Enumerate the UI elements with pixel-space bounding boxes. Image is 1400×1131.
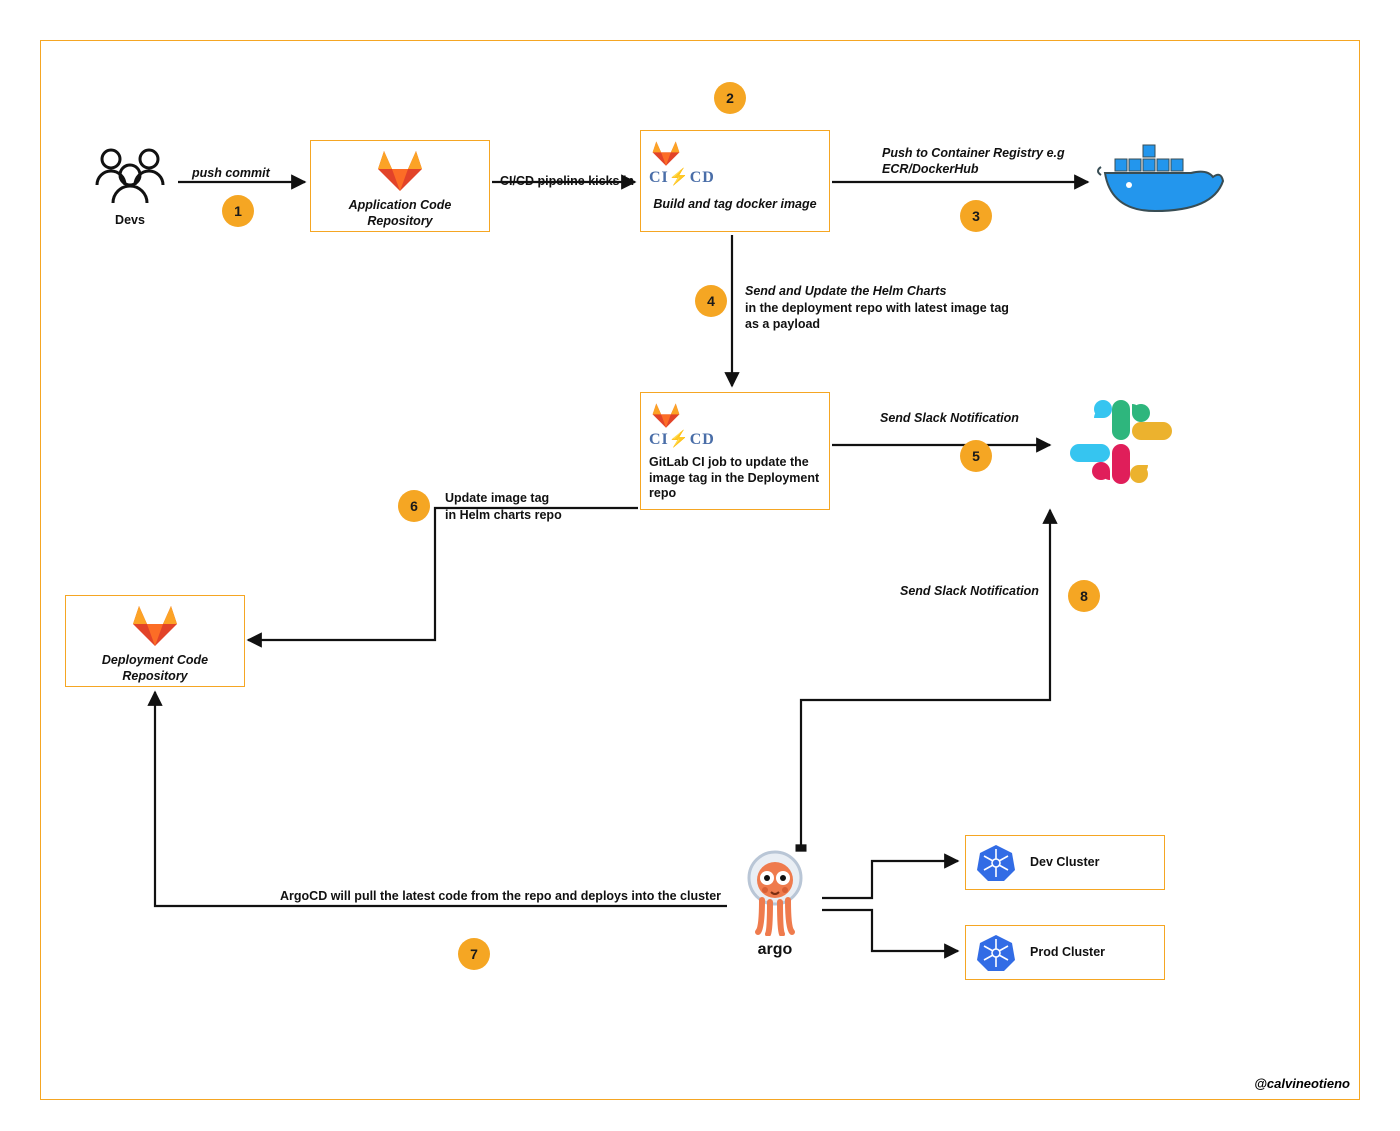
step-badge-8: 8 <box>1068 580 1100 612</box>
cicd-update-label: GitLab CI job to update the image tag in… <box>649 455 821 502</box>
cicd-build-box: CI⚡CD Build and tag docker image <box>640 130 830 232</box>
step-badge-2: 2 <box>714 82 746 114</box>
argo-icon: argo <box>730 850 820 959</box>
gitlab-icon <box>649 401 683 429</box>
ci-cd-glyph: CI⚡CD <box>649 167 821 187</box>
step-badge-3: 3 <box>960 200 992 232</box>
edge-label-l4b: in the deployment repo with latest image… <box>745 300 1025 333</box>
step-badge-7: 7 <box>458 938 490 970</box>
ci-cd-glyph: CI⚡CD <box>649 429 821 449</box>
edge-label-l5: Send Slack Notification <box>880 410 1060 426</box>
edge-label-l7: ArgoCD will pull the latest code from th… <box>280 888 750 904</box>
cicd-build-label: Build and tag docker image <box>649 197 821 213</box>
diagram-canvas: Devs Application Code Repository CI⚡CD B… <box>0 0 1400 1131</box>
credit-text: @calvineotieno <box>1254 1076 1350 1091</box>
gitlab-icon <box>649 139 683 167</box>
edge-label-l6a: Update image tag <box>445 490 605 506</box>
argo-label: argo <box>730 941 820 959</box>
slack-icon <box>1060 392 1180 507</box>
deploy-repo-label: Deployment Code Repository <box>72 653 238 684</box>
edge-label-l6b: in Helm charts repo <box>445 507 605 523</box>
kubernetes-icon <box>976 933 1016 973</box>
dev-cluster-label: Dev Cluster <box>1030 855 1099 871</box>
edge-label-l4a: Send and Update the Helm Charts <box>745 283 1005 299</box>
deploy-repo-box: Deployment Code Repository <box>65 595 245 687</box>
prod-cluster-box: Prod Cluster <box>965 925 1165 980</box>
edge-label-l3: Push to Container Registry e.g ECR/Docke… <box>882 145 1082 178</box>
prod-cluster-label: Prod Cluster <box>1030 945 1105 961</box>
devs-label: Devs <box>85 212 175 228</box>
kubernetes-icon <box>976 843 1016 883</box>
app-repo-box: Application Code Repository <box>310 140 490 232</box>
step-badge-5: 5 <box>960 440 992 472</box>
step-badge-1: 1 <box>222 195 254 227</box>
step-badge-6: 6 <box>398 490 430 522</box>
gitlab-icon <box>127 602 183 648</box>
edge-label-l2: CI/CD pipeline kicks in <box>500 173 650 189</box>
gitlab-icon <box>372 147 428 193</box>
docker-icon <box>1095 135 1225 230</box>
edge-label-l1: push commit <box>192 165 302 181</box>
edge-label-l8: Send Slack Notification <box>900 583 1070 599</box>
dev-cluster-box: Dev Cluster <box>965 835 1165 890</box>
app-repo-label: Application Code Repository <box>317 198 483 229</box>
step-badge-4: 4 <box>695 285 727 317</box>
devs-icon: Devs <box>85 145 175 228</box>
cicd-update-box: CI⚡CD GitLab CI job to update the image … <box>640 392 830 510</box>
